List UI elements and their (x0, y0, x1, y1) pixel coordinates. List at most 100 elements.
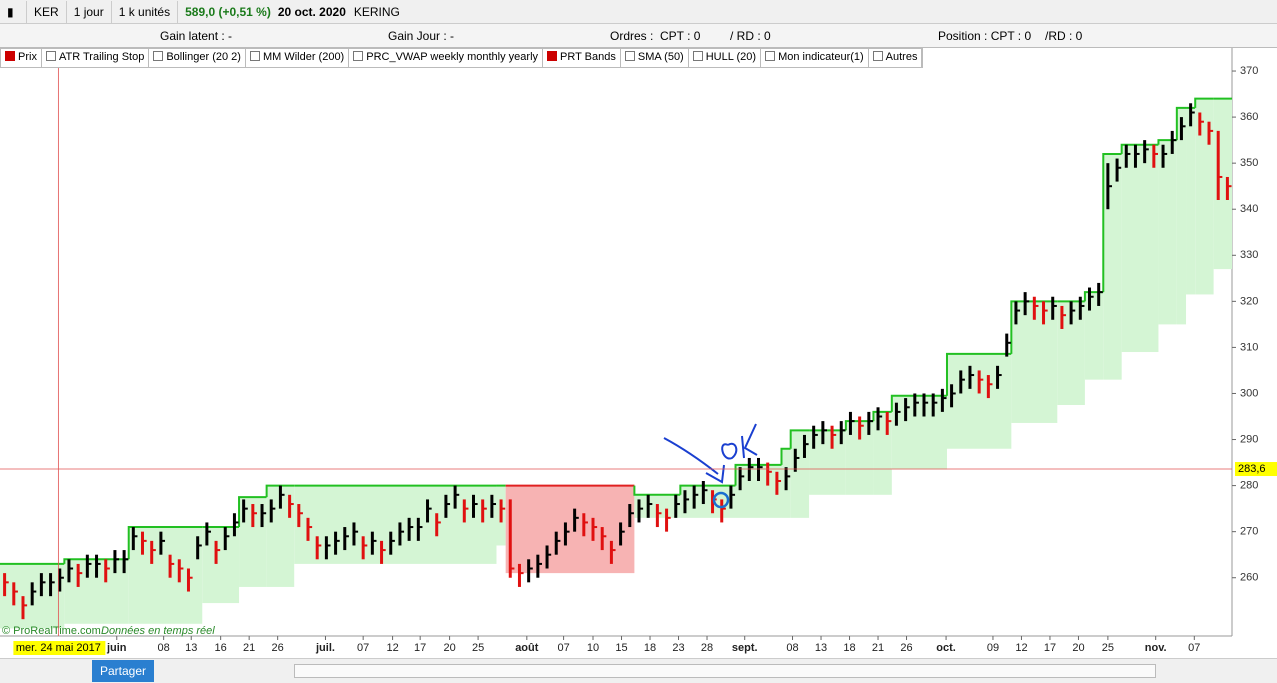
y-tick-label: 300 (1240, 387, 1258, 399)
x-tick-label: 07 (557, 642, 569, 654)
y-tick-label: 290 (1240, 433, 1258, 445)
band-fill (809, 430, 846, 495)
band-fill (1158, 140, 1177, 325)
indicator[interactable]: Autres (869, 49, 923, 67)
handwritten-arrow (663, 437, 725, 484)
units[interactable]: 1 k unités (112, 0, 179, 23)
band-fill (1186, 107, 1196, 295)
band-upper (872, 410, 892, 422)
y-tick-label: 330 (1240, 249, 1258, 261)
x-tick-label: juil. (315, 642, 335, 654)
band-fill (1213, 98, 1232, 270)
x-tick-label: 20 (1072, 642, 1084, 654)
indicator[interactable]: Mon indicateur(1) (761, 49, 869, 67)
share-button[interactable]: Partager (92, 660, 155, 682)
x-tick-label: 08 (786, 642, 798, 654)
band-upper (945, 352, 1012, 396)
indicator[interactable]: PRT Bands (543, 49, 621, 67)
crosshair-y-label: 283,6 (1238, 463, 1266, 475)
band-fill (1195, 98, 1214, 295)
band-fill (202, 527, 240, 604)
band-fill (505, 485, 635, 574)
crosshair-y-label-bg (1235, 462, 1277, 477)
band-upper (890, 394, 947, 412)
indicator[interactable]: PRC_VWAP weekly monthly yearly (349, 49, 544, 67)
band-fill (128, 527, 203, 624)
x-tick-label: 15 (615, 642, 627, 654)
handwritten-ok (721, 423, 758, 460)
date: 20 oct. 2020 (277, 4, 346, 19)
band-fill (1011, 301, 1058, 423)
x-tick-label: 07 (357, 642, 369, 654)
instrument-name: KERING (353, 4, 400, 19)
x-tick-label: 18 (644, 642, 656, 654)
y-tick-label: 280 (1240, 480, 1258, 492)
band-upper (633, 485, 681, 496)
band-upper (679, 484, 736, 495)
marker-circle (712, 491, 730, 509)
x-tick-label: 09 (987, 642, 999, 654)
gain-jour: Gain Jour : - (388, 29, 455, 43)
band-upper (1083, 291, 1104, 302)
band-upper (127, 526, 203, 560)
scrollbar[interactable] (294, 664, 1157, 678)
period[interactable]: 1 jour (67, 0, 112, 23)
icon[interactable]: ▮ (0, 0, 27, 23)
band-fill (680, 485, 736, 518)
x-tick-label: 17 (414, 642, 426, 654)
info-bar: Gain latent : - Gain Jour : - Ordres : C… (0, 24, 1277, 48)
band-fill (891, 395, 947, 470)
x-tick-label: 07 (1188, 642, 1200, 654)
y-tick-label: 320 (1240, 295, 1258, 307)
x-tick-label: juin (106, 642, 127, 654)
price: 589,0 (+0,51 %) (185, 4, 271, 19)
indicator[interactable]: SMA (50) (621, 49, 689, 67)
band-upper (789, 429, 810, 449)
indicator[interactable]: HULL (20) (689, 49, 762, 67)
x-tick-label: 25 (472, 642, 484, 654)
x-tick-label: 21 (872, 642, 884, 654)
x-tick-label: 08 (158, 642, 170, 654)
band-upper (1175, 106, 1187, 141)
band-upper (844, 420, 874, 431)
indicator[interactable]: Prix (1, 49, 42, 67)
indicator[interactable]: Bollinger (20 2) (149, 49, 246, 67)
band-upper (1010, 300, 1058, 354)
price-axis-bg (1232, 48, 1277, 658)
band-fill (873, 411, 892, 495)
x-tick-label: 20 (443, 642, 455, 654)
x-tick-label: 13 (815, 642, 827, 654)
x-tick-label: 16 (215, 642, 227, 654)
position-rd: /RD : 0 (1045, 29, 1083, 43)
band-upper (1102, 152, 1122, 293)
x-tick-label: 26 (272, 642, 284, 654)
x-tick-label: 23 (672, 642, 684, 654)
crosshair-x-label: mer. 24 mai 2017 (16, 642, 101, 654)
position: Position : CPT : 0 (938, 29, 1032, 43)
x-tick-label: août (515, 642, 539, 654)
band-fill (1084, 292, 1104, 380)
x-tick-label: oct. (936, 642, 956, 654)
indicator-bar: Prix ATR Trailing Stop Bollinger (20 2) MM … (0, 48, 924, 68)
top-toolbar: ▮ KER 1 jour 1 k unités 589,0 (+0,51 %) … (0, 0, 1277, 24)
indicator[interactable]: ATR Trailing Stop (42, 49, 150, 67)
x-tick-label: 12 (386, 642, 398, 654)
band-upper (1120, 143, 1159, 154)
band-fill (1121, 144, 1159, 353)
band-upper (1194, 97, 1214, 108)
indicator[interactable]: MM Wilder (200) (246, 49, 350, 67)
x-tick-label: nov. (1145, 642, 1167, 654)
x-tick-label: 18 (843, 642, 855, 654)
x-tick-label: sept. (732, 642, 758, 654)
gain-latent: Gain latent : - (160, 29, 233, 43)
bottom-toolbar: Partager (0, 658, 1277, 683)
y-tick-label: 310 (1240, 341, 1258, 353)
y-tick-label: 360 (1240, 111, 1258, 123)
symbol[interactable]: KER (27, 0, 67, 23)
y-tick-label: 350 (1240, 157, 1258, 169)
x-tick-label: 17 (1044, 642, 1056, 654)
watermark-brand: © ProRealTime.com (2, 625, 101, 637)
band-upper (63, 558, 129, 564)
band-upper (265, 484, 295, 498)
